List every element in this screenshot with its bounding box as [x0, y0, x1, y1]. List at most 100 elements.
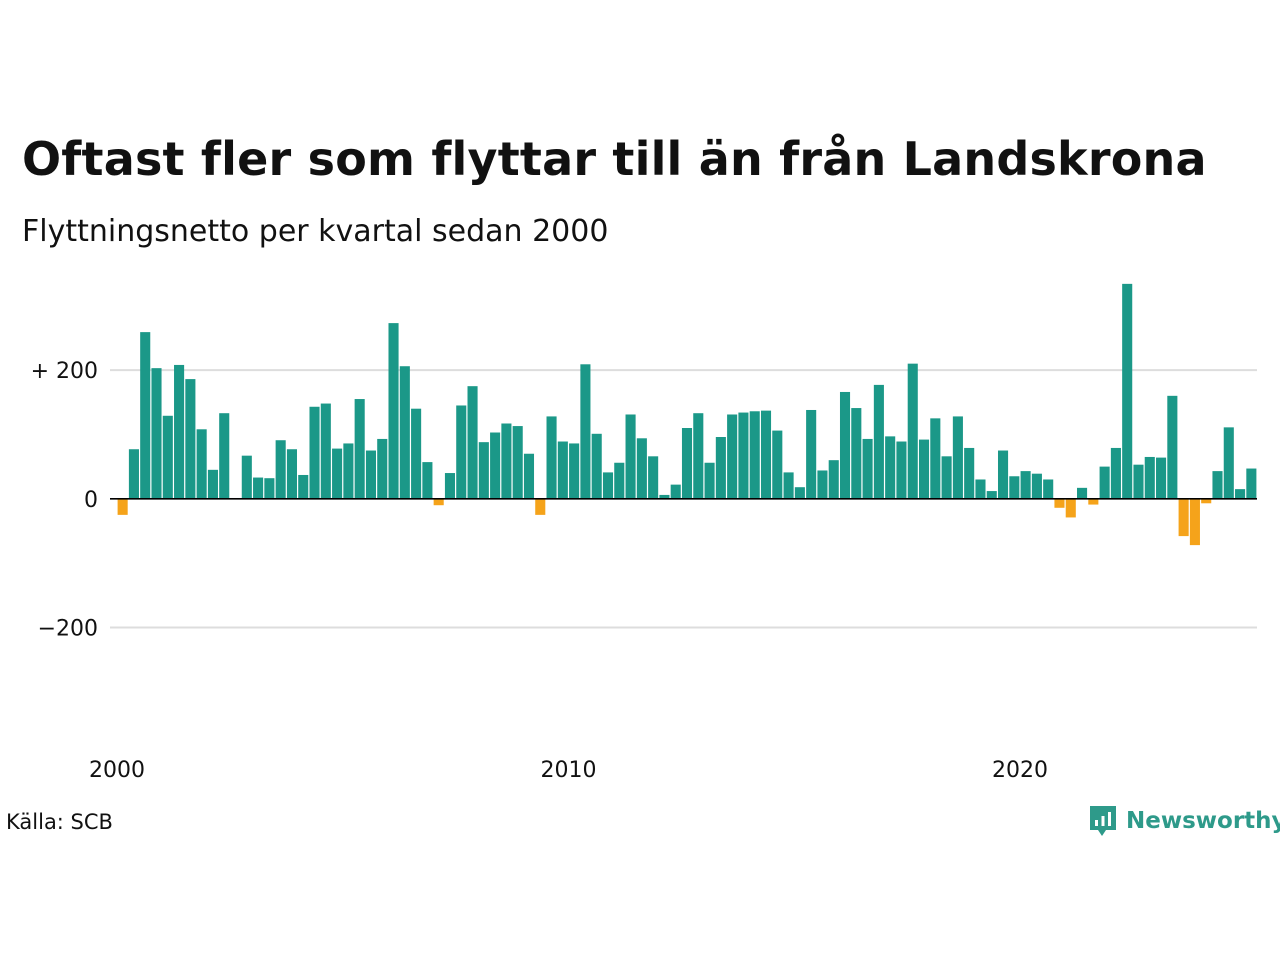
chart-bubble-icon: [1090, 806, 1116, 836]
bar: [1133, 464, 1144, 499]
bar: [772, 430, 783, 499]
bar: [625, 414, 636, 499]
bar: [602, 472, 614, 499]
bar: [794, 487, 805, 499]
bar: [896, 441, 907, 499]
bar: [478, 442, 489, 499]
bar: [501, 423, 512, 499]
bar: [444, 473, 456, 499]
bar: [467, 386, 478, 499]
brand-logo: Newsworthy: [1088, 804, 1280, 838]
bar: [490, 432, 501, 499]
bar: [839, 391, 851, 499]
bar: [704, 462, 715, 499]
bar: [1246, 468, 1257, 499]
bar: [1088, 498, 1099, 505]
bar: [1235, 489, 1246, 499]
bar: [975, 479, 986, 499]
bar: [851, 408, 862, 499]
y-tick-label: 0: [84, 488, 98, 513]
bar: [670, 484, 681, 499]
bar: [817, 470, 828, 499]
bar: [941, 456, 952, 499]
bar: [1065, 498, 1076, 518]
x-axis-labels: 2000 2010 2020: [89, 758, 1048, 783]
x-tick-label: 2020: [992, 758, 1048, 783]
bar: [264, 478, 275, 499]
bar: [727, 414, 738, 499]
bar: [140, 332, 151, 499]
bar: [151, 368, 162, 499]
bar: [535, 498, 546, 515]
bar: [185, 379, 196, 499]
bar: [174, 364, 185, 499]
bar: [196, 429, 207, 499]
bar: [862, 438, 873, 499]
grid-lines: [110, 369, 1257, 629]
bar: [986, 491, 997, 499]
bar: [219, 413, 230, 499]
x-tick-label: 2000: [89, 758, 145, 783]
bar: [806, 409, 817, 499]
bar: [1043, 479, 1054, 499]
bar: [715, 437, 726, 499]
bar: [885, 436, 896, 499]
bar: [738, 412, 749, 499]
bar: [117, 498, 128, 515]
bar: [207, 469, 218, 499]
bar: [1201, 498, 1212, 504]
bar: [128, 449, 139, 499]
bar: [275, 440, 286, 499]
bar: [253, 477, 264, 499]
bar: [1077, 487, 1088, 499]
bar: [907, 363, 918, 499]
bar: [636, 438, 647, 499]
bar: [783, 472, 794, 499]
bar: [964, 447, 975, 499]
bar: [332, 448, 343, 499]
bar: [873, 384, 884, 499]
bar: [512, 426, 523, 499]
bar: [569, 443, 580, 499]
bar: [309, 406, 320, 499]
bar: [377, 438, 388, 499]
bar: [162, 415, 173, 499]
chart-title: Oftast fler som flyttar till än från Lan…: [22, 132, 1207, 186]
y-tick-label: + 200: [31, 359, 98, 384]
bar: [399, 366, 410, 499]
bar: [557, 441, 568, 499]
bar: [411, 408, 422, 499]
bar: [1223, 427, 1234, 499]
bar: [422, 462, 433, 499]
bar: [952, 416, 963, 499]
bar: [433, 498, 444, 506]
bar: [1212, 471, 1223, 499]
bar: [1178, 498, 1189, 537]
y-tick-label: −200: [38, 616, 98, 641]
bar: [1099, 466, 1110, 499]
bar: [1020, 471, 1031, 499]
bar: [523, 453, 535, 499]
bar: [693, 413, 704, 499]
bar: [760, 410, 772, 499]
bar: [1122, 283, 1133, 499]
y-axis-labels: + 200 0 −200: [31, 359, 98, 641]
bar: [456, 405, 467, 499]
bar: [1144, 456, 1155, 499]
bar: [365, 450, 377, 499]
bar: [614, 462, 625, 499]
bars: [117, 283, 1257, 546]
bar: [918, 439, 930, 499]
bar: [828, 460, 839, 499]
bar: [241, 455, 252, 499]
brand-name: Newsworthy: [1126, 808, 1280, 834]
bar: [591, 433, 602, 499]
bar: [749, 411, 760, 499]
bar: [1031, 473, 1042, 499]
bar: [388, 323, 399, 499]
bar: [930, 418, 941, 499]
x-tick-label: 2010: [540, 758, 596, 783]
bar: [286, 449, 297, 499]
bar: [659, 494, 670, 499]
bar: [1156, 457, 1167, 499]
